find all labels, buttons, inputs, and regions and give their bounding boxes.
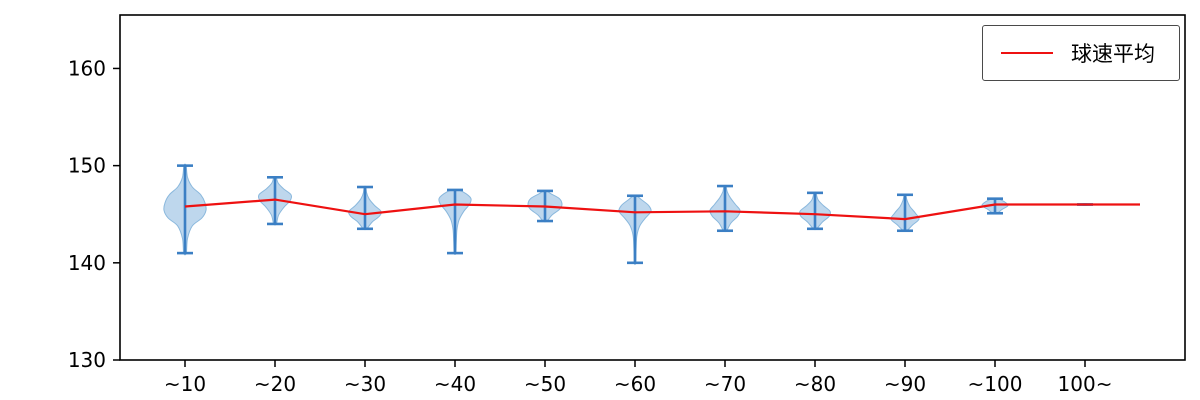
x-tick-label: ~60 bbox=[614, 372, 656, 396]
y-tick-label: 160 bbox=[68, 56, 106, 80]
x-tick-label: ~50 bbox=[524, 372, 566, 396]
x-tick-label: ~100 bbox=[968, 372, 1023, 396]
x-tick-label: ~20 bbox=[254, 372, 296, 396]
x-tick-label: ~30 bbox=[344, 372, 386, 396]
x-tick-label: 100~ bbox=[1058, 372, 1113, 396]
x-tick-label: ~90 bbox=[884, 372, 926, 396]
x-tick-label: ~80 bbox=[794, 372, 836, 396]
y-tick-label: 130 bbox=[68, 348, 106, 372]
y-tick-label: 150 bbox=[68, 154, 106, 178]
mean-line bbox=[184, 198, 1140, 221]
y-axis: 130 140 150 160 bbox=[68, 56, 120, 372]
x-tick-label: ~10 bbox=[164, 372, 206, 396]
axes-frame bbox=[119, 14, 1186, 361]
x-tick-label: ~70 bbox=[704, 372, 746, 396]
legend: 球速平均 bbox=[982, 25, 1180, 81]
y-tick-label: 140 bbox=[68, 251, 106, 275]
legend-label: 球速平均 bbox=[1071, 42, 1155, 66]
legend-line-sample bbox=[1001, 52, 1053, 54]
x-tick-label: ~40 bbox=[434, 372, 476, 396]
violins bbox=[163, 163, 1090, 266]
x-axis: ~10 ~20 ~30 ~40 ~50 ~60 ~70 ~80 ~90 ~100 100~ bbox=[164, 360, 1113, 396]
violin-whiskers bbox=[177, 164, 1093, 265]
